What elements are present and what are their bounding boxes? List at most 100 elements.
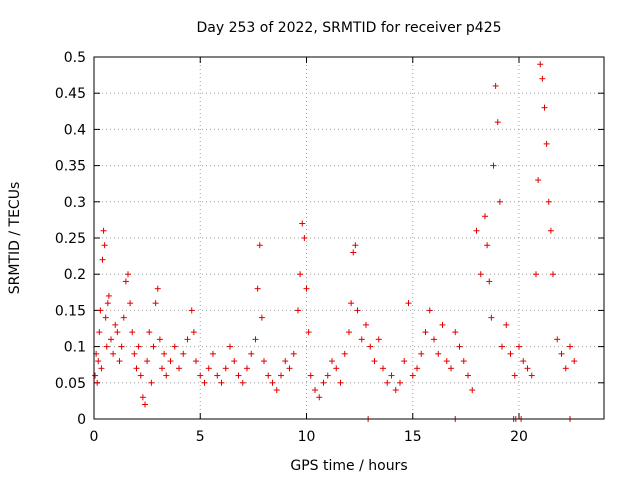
data-points [92,61,578,422]
data-point [426,307,433,314]
data-point [197,372,204,379]
data-point [380,365,386,372]
data-point [539,75,546,82]
data-point [205,365,212,372]
y-tick-label: 0.3 [64,195,86,211]
data-point [401,358,408,365]
data-point [154,285,161,292]
data-point [104,300,111,307]
data-point [265,372,272,379]
data-point [201,379,208,386]
x-axis-label: GPS time / hours [290,458,407,474]
data-point [550,271,556,278]
data-point [258,314,265,321]
data-point [214,372,221,379]
data-point [354,307,361,314]
x-tick-label: 20 [510,429,528,445]
data-point [282,358,289,365]
data-point [152,300,159,307]
x-tick-label: 15 [404,429,422,445]
data-point [496,198,503,205]
data-point [184,336,191,343]
data-point [431,336,437,343]
data-point [307,372,314,379]
data-point [235,372,242,379]
data-point [305,329,312,336]
data-point [490,162,497,169]
data-point [452,329,459,336]
data-point [218,379,225,386]
data-point [193,358,199,365]
data-point [469,387,476,394]
data-point [114,329,121,336]
data-point [273,387,280,394]
data-point [127,300,134,307]
data-point [95,358,102,365]
data-point [142,401,148,408]
data-point [148,379,155,386]
data-point [554,336,561,343]
plot-frame [93,56,605,420]
data-point [363,321,369,328]
data-point [252,336,259,343]
data-point [388,372,395,379]
data-point [524,365,531,372]
data-point [507,350,514,357]
data-point [571,358,578,365]
data-point [110,350,117,357]
data-point [486,278,493,285]
data-point [248,350,255,357]
data-point [92,372,99,379]
data-point [99,256,106,263]
data-point [299,220,306,227]
data-point [239,379,246,386]
data-point [392,387,399,394]
data-point [122,278,129,285]
data-point [116,358,123,365]
data-point [188,307,195,314]
data-point [494,119,501,126]
data-point [269,379,276,386]
y-tick-label: 0.25 [55,231,86,247]
data-point [131,350,138,357]
data-point [367,343,374,350]
data-point [101,242,108,249]
data-point [460,358,467,365]
data-point [499,343,505,350]
data-point [316,394,323,401]
data-point [511,372,518,379]
data-point [465,372,471,379]
data-point [484,242,491,249]
data-point [371,358,378,365]
data-point [286,365,293,372]
data-point [290,350,297,357]
data-point [210,350,216,357]
data-point [418,350,425,357]
grid [94,57,604,419]
y-tick-label: 0.05 [55,376,86,392]
data-point [163,372,170,379]
data-point [562,365,569,372]
data-point [456,343,463,350]
y-tick-label: 0.45 [55,86,86,102]
y-tick-label: 0.35 [55,159,86,175]
data-point [161,350,168,357]
data-point [537,61,544,68]
data-point [558,350,565,357]
data-point [231,358,238,365]
data-point [439,321,446,328]
data-point [125,271,131,278]
x-tick-label: 5 [196,429,205,445]
data-point [303,285,310,292]
data-point [324,372,331,379]
data-point [422,329,429,336]
data-point [492,82,499,89]
data-point [150,343,157,350]
x-tick-label: 10 [298,429,316,445]
y-tick-label: 0.15 [55,303,86,319]
data-point [295,307,301,314]
data-point [358,336,365,343]
data-point [103,343,110,350]
data-point [135,343,142,350]
